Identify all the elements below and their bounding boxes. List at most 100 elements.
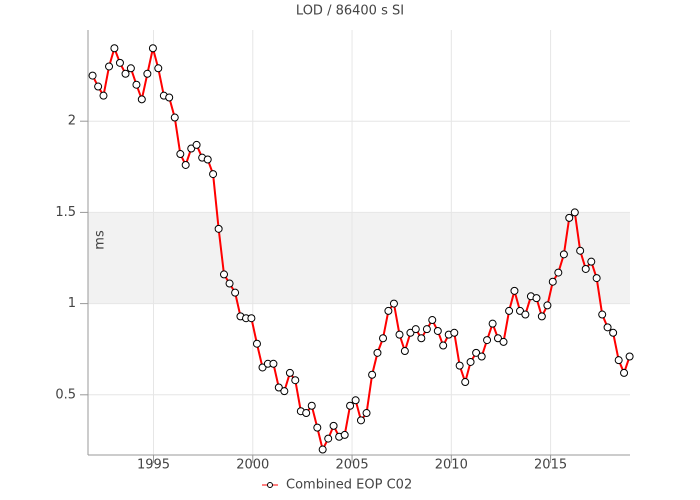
data-point xyxy=(559,250,568,259)
data-point xyxy=(351,396,360,405)
x-tick-label: 2000 xyxy=(236,458,269,473)
data-point xyxy=(428,316,437,325)
data-point xyxy=(477,352,486,361)
data-point xyxy=(137,95,146,104)
data-point xyxy=(170,113,179,122)
data-point xyxy=(252,339,261,348)
data-point xyxy=(581,264,590,273)
x-tick-label: 1995 xyxy=(137,458,170,473)
data-point xyxy=(576,246,585,255)
data-point xyxy=(143,69,152,78)
data-point xyxy=(154,64,163,73)
data-point xyxy=(587,257,596,266)
legend-marker xyxy=(267,482,273,488)
data-point xyxy=(466,357,475,366)
data-point xyxy=(110,44,119,53)
data-point xyxy=(603,323,612,332)
data-point xyxy=(389,299,398,308)
data-point xyxy=(269,359,278,368)
data-point xyxy=(148,44,157,53)
data-point xyxy=(614,356,623,365)
data-point xyxy=(231,288,240,297)
data-point xyxy=(379,334,388,343)
data-point xyxy=(247,314,256,323)
data-point xyxy=(99,91,108,100)
data-point xyxy=(94,82,103,91)
data-point xyxy=(516,306,525,315)
data-point xyxy=(329,421,338,430)
data-point xyxy=(209,170,218,179)
data-point xyxy=(384,306,393,315)
data-point xyxy=(505,306,514,315)
data-point xyxy=(274,383,283,392)
data-point xyxy=(521,310,530,319)
plot-band xyxy=(88,212,630,304)
data-point xyxy=(165,93,174,102)
data-point xyxy=(340,430,349,439)
data-point xyxy=(302,409,311,418)
data-point xyxy=(356,416,365,425)
data-point xyxy=(565,213,574,222)
y-tick-label: 0.5 xyxy=(55,387,76,402)
legend-label: Combined EOP C02 xyxy=(286,478,412,493)
data-point xyxy=(368,370,377,379)
data-point xyxy=(620,368,629,377)
data-point xyxy=(570,208,579,217)
data-point xyxy=(346,401,355,410)
data-point xyxy=(461,378,470,387)
data-point xyxy=(499,337,508,346)
data-point xyxy=(219,270,228,279)
data-point xyxy=(417,334,426,343)
data-point xyxy=(115,58,124,67)
data-point xyxy=(411,325,420,334)
data-point xyxy=(285,368,294,377)
data-point xyxy=(291,376,300,385)
data-point xyxy=(554,268,563,277)
data-point xyxy=(510,286,519,295)
data-point xyxy=(318,445,327,454)
data-point xyxy=(181,160,190,169)
data-point xyxy=(362,409,371,418)
data-point xyxy=(395,330,404,339)
y-tick-label: 1 xyxy=(68,296,76,311)
data-point xyxy=(592,274,601,283)
data-point xyxy=(132,80,141,89)
data-point xyxy=(450,328,459,337)
data-point xyxy=(121,69,130,78)
data-point xyxy=(472,348,481,357)
chart-title: LOD / 86400 s SI xyxy=(296,4,404,19)
data-point xyxy=(88,71,97,80)
data-point xyxy=(625,352,634,361)
data-point xyxy=(422,325,431,334)
data-point xyxy=(187,144,196,153)
data-point xyxy=(598,310,607,319)
data-point xyxy=(609,328,618,337)
data-point xyxy=(373,348,382,357)
y-tick-label: 1.5 xyxy=(55,205,76,220)
data-point xyxy=(483,336,492,345)
data-point xyxy=(225,279,234,288)
x-tick-label: 2010 xyxy=(435,458,468,473)
data-point xyxy=(126,64,135,73)
data-point xyxy=(258,363,267,372)
data-point xyxy=(324,434,333,443)
x-tick-label: 2015 xyxy=(534,458,567,473)
data-point xyxy=(439,341,448,350)
data-point xyxy=(105,62,114,71)
data-point xyxy=(433,326,442,335)
y-tick-label: 2 xyxy=(68,114,76,129)
data-point xyxy=(214,224,223,233)
y-axis-label: ms xyxy=(93,230,108,250)
data-point xyxy=(493,334,502,343)
data-point xyxy=(192,140,201,149)
data-point xyxy=(307,401,316,410)
data-point xyxy=(488,319,497,328)
data-point xyxy=(313,423,322,432)
data-point xyxy=(176,150,185,159)
data-point xyxy=(532,294,541,303)
data-point xyxy=(400,347,409,356)
data-point xyxy=(203,155,212,164)
data-point xyxy=(537,312,546,321)
data-point xyxy=(548,277,557,286)
